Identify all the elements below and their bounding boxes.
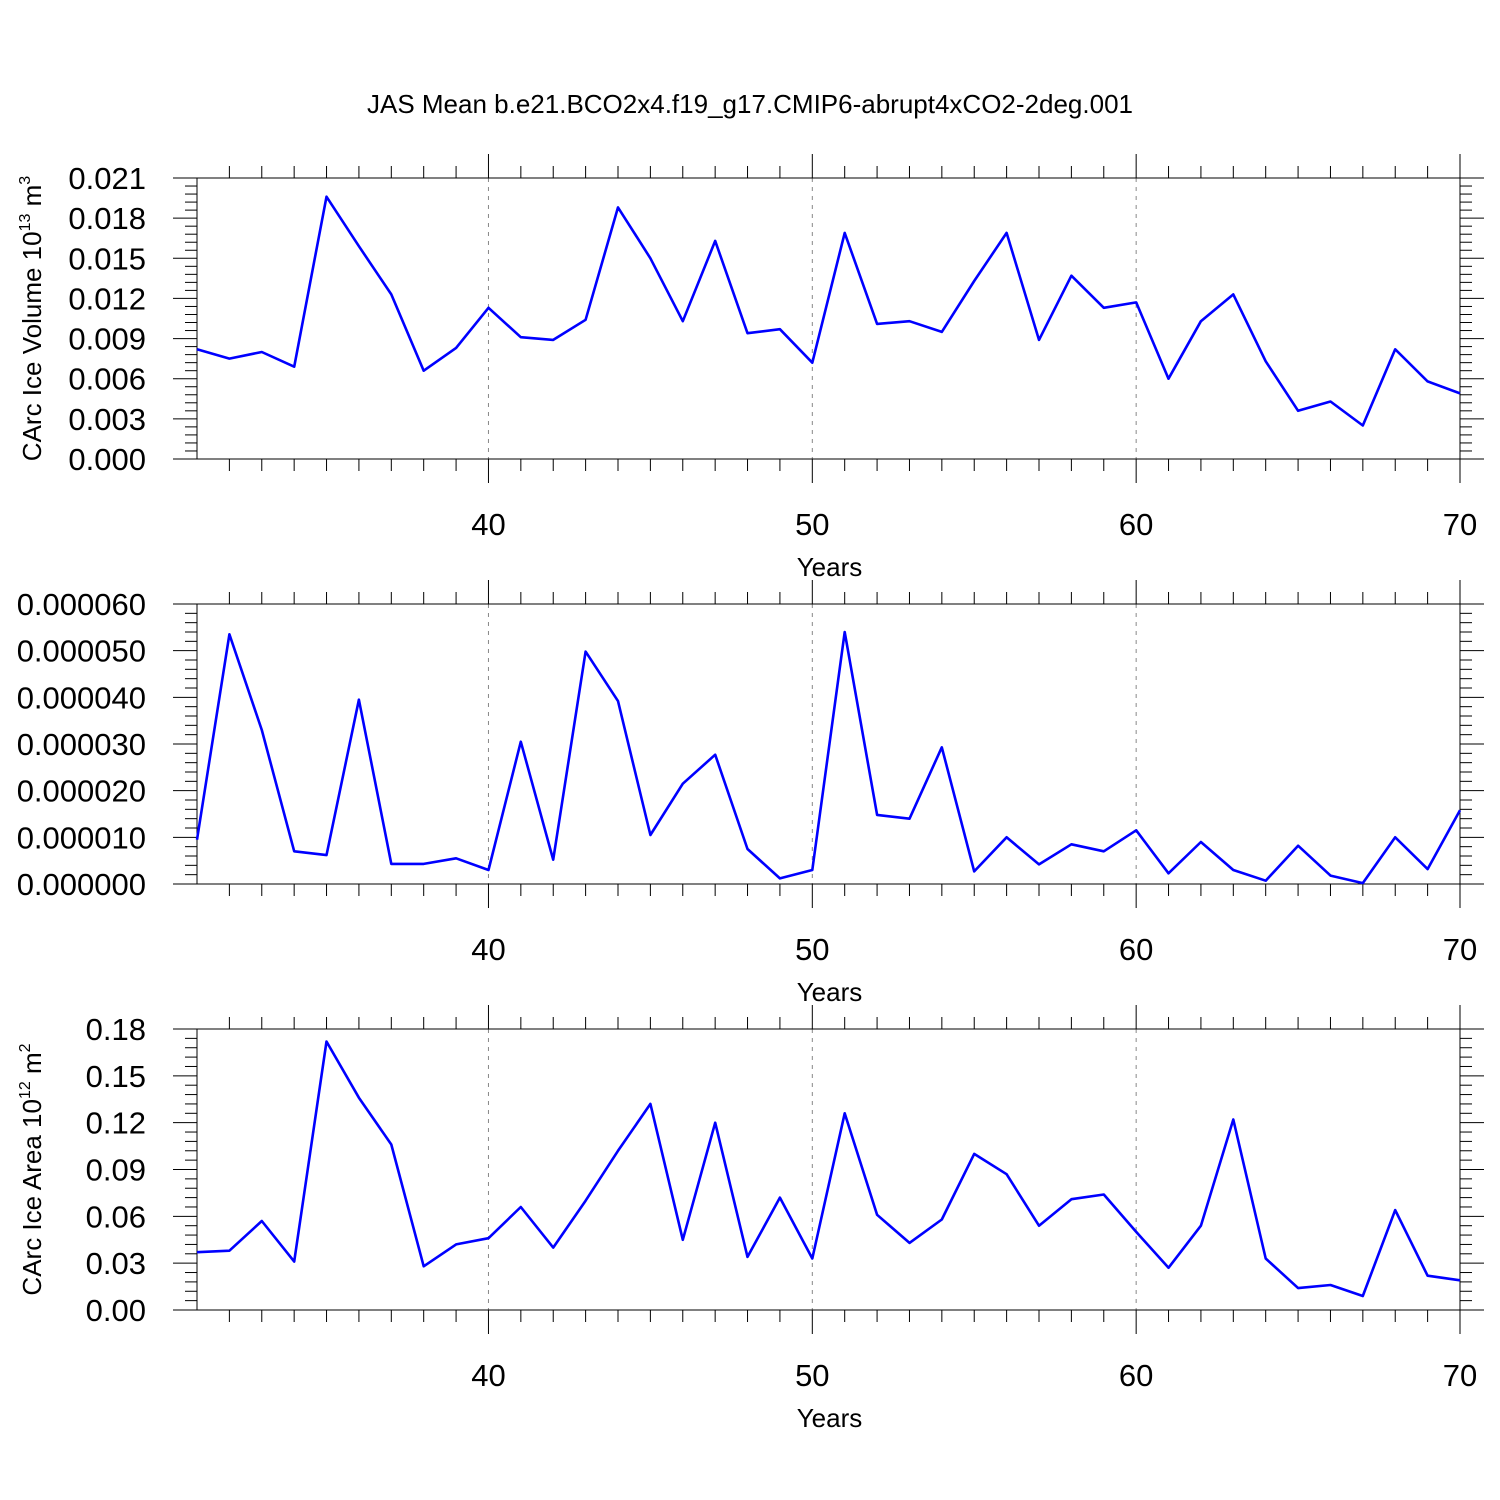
x-tick-label: 70 [1443, 1358, 1477, 1393]
y-axis-label-exponent: 12 [17, 1081, 34, 1099]
y-axis-label-text: CArc Ice Volume 10 [17, 231, 47, 461]
y-axis-label-unit: m [17, 185, 47, 214]
y-tick-label: 0.18 [86, 1012, 146, 1047]
x-axis-label: Years [797, 977, 863, 1007]
x-tick-label: 50 [795, 507, 829, 542]
y-tick-label: 0.000000 [17, 867, 146, 902]
y-axis-label-exponent: 13 [17, 214, 34, 232]
y-tick-label: 0.06 [86, 1199, 146, 1234]
plot-frame [196, 177, 1461, 460]
y-tick-label: 0.03 [86, 1246, 146, 1281]
y-tick-label: 0.009 [68, 322, 146, 357]
y-axis-label-unit-exponent: 2 [17, 1043, 34, 1052]
y-axis-label-unit: m [17, 1052, 47, 1081]
plot-frame [196, 603, 1461, 885]
x-tick-label: 40 [471, 1358, 505, 1393]
panel-3: 40 50 60 70 0.00 0.03 0.06 0.09 0.12 0.15 0.18 Year… [17, 1005, 1484, 1433]
y-tick-label: 0.018 [68, 201, 146, 236]
y-tick-label: 0.000050 [17, 634, 146, 669]
y-tick-label: 0.000020 [17, 774, 146, 809]
y-tick-label: 0.00 [86, 1293, 146, 1328]
series-line [196, 195, 1461, 427]
y-axis-label: CArc Ice Volume 1013 m3 [17, 176, 47, 461]
y-tick-label: 0.000010 [17, 820, 146, 855]
y-tick-label: 0.000040 [17, 680, 146, 715]
x-axis-label: Years [797, 1403, 863, 1433]
plot-frame [196, 1028, 1461, 1311]
x-tick-label: 60 [1119, 507, 1153, 542]
x-tick-label: 60 [1119, 932, 1153, 967]
y-axis-label-unit-exponent: 3 [17, 176, 34, 185]
y-tick-label: 0.09 [86, 1153, 146, 1188]
x-tick-label: 70 [1443, 932, 1477, 967]
x-tick-label: 40 [471, 507, 505, 542]
series-line [196, 1040, 1461, 1298]
y-axis-label-text: CArc Ice Area 10 [17, 1099, 47, 1296]
panel-1: 40 50 60 70 0.000 0.003 0.006 0.009 0.012 0.015 0.… [17, 154, 1484, 582]
panels: 40 50 60 700.0000.0030.0060.0090.0120.0150.… [17, 154, 1484, 1433]
panel-2: 40 50 60 70 0.000000 0.000010 0.000020 0.000030… [17, 580, 1484, 1007]
x-tick-label: 50 [795, 932, 829, 967]
y-tick-label: 0.000 [68, 442, 146, 477]
y-tick-label: 0.000060 [17, 587, 146, 622]
y-tick-label: 0.15 [86, 1059, 146, 1094]
x-tick-label: 70 [1443, 507, 1477, 542]
y-tick-label: 0.000030 [17, 727, 146, 762]
series-line [195, 630, 1462, 885]
chart-title: JAS Mean b.e21.BCO2x4.f19_g17.CMIP6-abru… [367, 89, 1133, 119]
y-tick-label: 0.012 [68, 281, 146, 316]
y-tick-label: 0.12 [86, 1106, 146, 1141]
y-axis-label: CArc Ice Area 1012 m2 [17, 1043, 47, 1295]
y-tick-label: 0.021 [68, 161, 146, 196]
x-axis-label: Years [797, 552, 863, 582]
y-tick-label: 0.006 [68, 362, 146, 397]
y-tick-label: 0.015 [68, 241, 146, 276]
y-tick-label: 0.003 [68, 402, 146, 437]
x-tick-label: 60 [1119, 1358, 1153, 1393]
x-tick-label: 40 [471, 932, 505, 967]
x-tick-label: 50 [795, 1358, 829, 1393]
